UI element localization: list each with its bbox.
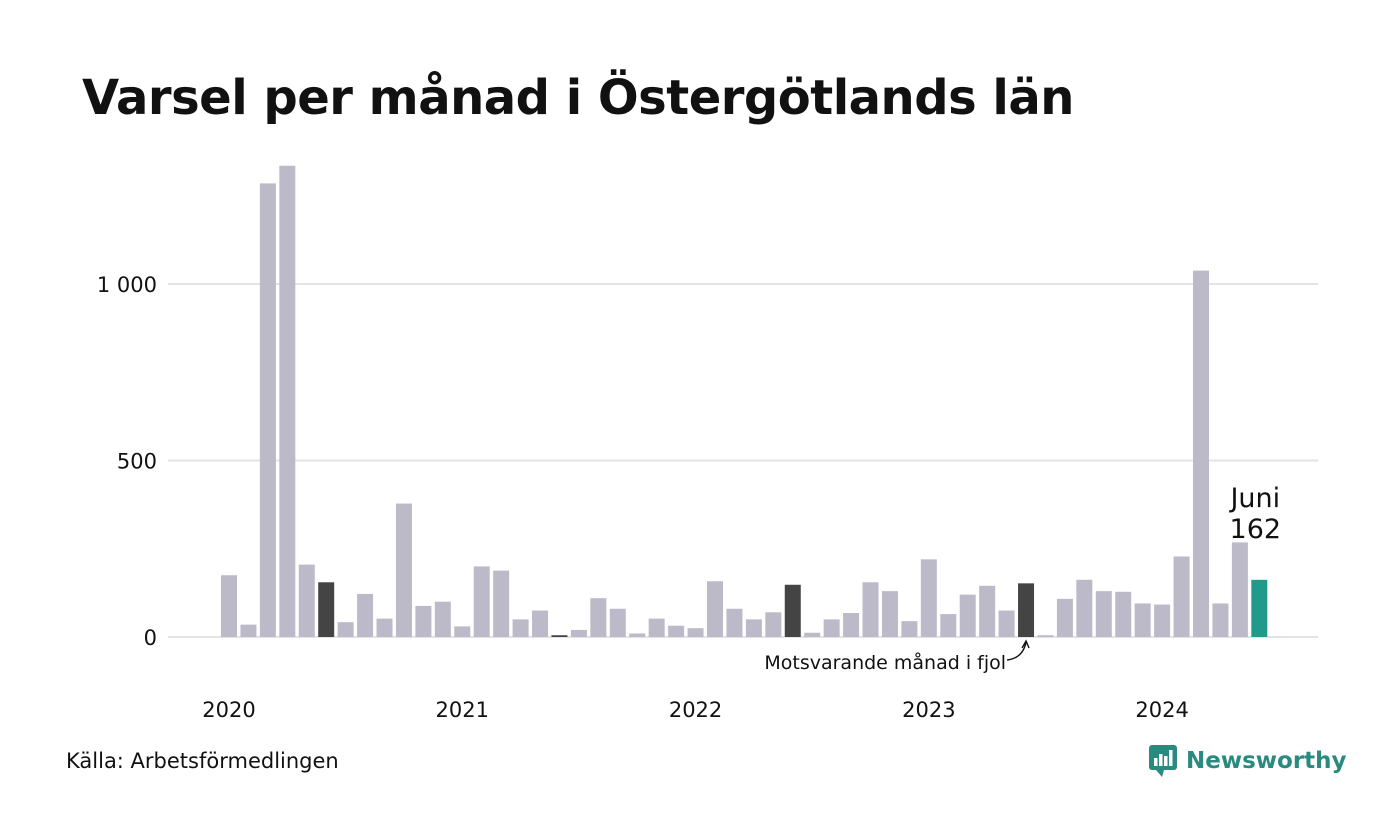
bar-2020-06 — [318, 582, 335, 637]
bar-2020-04 — [279, 165, 296, 637]
gridlines — [168, 283, 1318, 638]
bars — [221, 165, 1268, 637]
x-tick-label: 2023 — [902, 698, 955, 722]
bar-2023-05 — [998, 610, 1015, 637]
comparison-arrow — [1006, 639, 1030, 661]
bar-2024-05 — [1231, 542, 1248, 637]
bar-2023-02 — [940, 614, 957, 637]
bar-2022-10 — [862, 582, 879, 637]
bar-2023-11 — [1115, 591, 1132, 637]
bar-2022-07 — [804, 632, 821, 637]
bar-2020-05 — [298, 564, 315, 637]
y-axis-ticks: 0 500 1 000 — [97, 273, 157, 650]
bar-2022-01 — [687, 628, 704, 637]
bar-2023-01 — [920, 559, 937, 637]
brand-name: Newsworthy — [1186, 748, 1347, 774]
bar-2021-11 — [648, 618, 665, 637]
bar-2022-05 — [765, 612, 782, 637]
bar-2020-12 — [434, 601, 451, 637]
bar-2024-03 — [1193, 270, 1209, 637]
bar-2023-03 — [959, 594, 976, 637]
x-tick-label: 2024 — [1135, 698, 1188, 722]
bar-2021-03 — [493, 570, 510, 637]
x-tick-label: 2021 — [436, 698, 489, 722]
bar-2020-08 — [357, 593, 374, 637]
bar-chart: 0 500 1 000 2020 2021 2022 2023 2024 Motsvaran… — [97, 165, 1318, 722]
bar-2023-07 — [1037, 635, 1054, 637]
bar-2022-02 — [707, 581, 723, 637]
bar-2021-10 — [629, 633, 646, 637]
bar-2020-03 — [259, 183, 276, 637]
bar-2022-03 — [726, 608, 743, 637]
y-tick-label: 1 000 — [97, 273, 157, 297]
current-value-label: 162 — [1230, 514, 1282, 545]
x-tick-label: 2020 — [202, 698, 255, 722]
bar-2021-08 — [590, 598, 607, 637]
bar-2022-06 — [784, 584, 801, 637]
y-tick-label: 500 — [117, 450, 157, 474]
annotations: Motsvarande månad i fjol Juni 162 — [764, 483, 1281, 674]
bar-2023-04 — [979, 585, 996, 637]
x-axis-year-labels: 2020 2021 2022 2023 2024 — [202, 698, 1189, 722]
bar-2021-06 — [551, 635, 568, 637]
bar-2023-08 — [1056, 598, 1073, 637]
bar-2020-02 — [240, 624, 257, 637]
source-note: Källa: Arbetsförmedlingen — [66, 749, 339, 773]
bar-2022-12 — [901, 621, 918, 637]
bar-2024-02 — [1173, 556, 1190, 637]
brand-logo: Newsworthy — [1148, 744, 1347, 778]
bar-2024-06 — [1251, 579, 1268, 637]
bar-2021-07 — [570, 629, 587, 637]
y-tick-label: 0 — [144, 626, 157, 650]
bar-2020-01 — [221, 575, 237, 637]
chart-title: Varsel per månad i Östergötlands län — [82, 70, 1074, 126]
bar-2022-04 — [745, 619, 762, 637]
bar-2021-01 — [454, 626, 471, 637]
x-tick-label: 2022 — [669, 698, 722, 722]
bar-2023-10 — [1095, 591, 1112, 637]
current-month-label: Juni — [1228, 483, 1280, 514]
comparison-label: Motsvarande månad i fjol — [764, 651, 1006, 674]
bar-2023-12 — [1134, 603, 1151, 637]
bar-2021-12 — [668, 625, 685, 637]
bar-2022-08 — [823, 619, 840, 637]
bar-2020-07 — [337, 622, 354, 637]
bar-2022-09 — [843, 612, 860, 637]
bar-2020-10 — [395, 503, 412, 637]
newsworthy-logo-icon — [1149, 745, 1177, 777]
bar-2021-09 — [609, 608, 626, 637]
bar-2020-11 — [415, 605, 432, 637]
bar-2020-09 — [376, 618, 393, 637]
bar-2023-09 — [1076, 579, 1093, 637]
bar-2024-01 — [1154, 604, 1171, 637]
bar-2021-05 — [532, 610, 549, 637]
bar-2021-04 — [512, 619, 529, 637]
bar-2022-11 — [881, 591, 898, 637]
bar-2023-06 — [1018, 583, 1035, 637]
bar-2024-04 — [1212, 603, 1229, 637]
bar-2021-02 — [473, 566, 490, 637]
